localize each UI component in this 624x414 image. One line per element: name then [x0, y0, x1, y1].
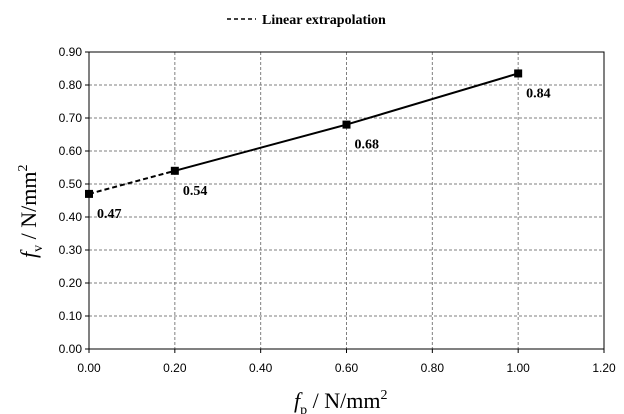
y-tick-label: 0.00 [59, 342, 83, 356]
x-tick-label: 0.80 [421, 361, 445, 375]
legend-label: Linear extrapolation [262, 13, 386, 28]
grid-layer [89, 52, 604, 349]
data-point-marker [85, 189, 93, 198]
y-axis-unit: / N/mm [16, 172, 41, 245]
x-axis-subscript: p [300, 403, 307, 414]
y-axis-symbol: f [16, 249, 41, 258]
y-axis-subscript: v [31, 245, 46, 252]
x-tick-label: 0.40 [249, 361, 273, 375]
x-tick-label: 1.20 [592, 361, 616, 375]
series-layer [85, 69, 523, 198]
y-tick-label: 0.40 [59, 210, 83, 224]
x-axis-unit-exponent: 2 [380, 388, 387, 403]
x-tick-label: 0.60 [335, 361, 359, 375]
y-tick-label: 0.80 [59, 78, 83, 92]
data-point-label: 0.84 [526, 86, 551, 101]
y-tick-label: 0.60 [59, 144, 83, 158]
data-point-label: 0.68 [355, 138, 380, 153]
x-axis-title: fp / N/mm2 [294, 388, 387, 414]
x-axis-unit: / N/mm [307, 388, 380, 413]
x-tick-label: 0.20 [163, 361, 187, 375]
legend: Linear extrapolation [227, 13, 386, 28]
y-tick-label: 0.50 [59, 177, 83, 191]
x-tick-label: 0.00 [77, 361, 101, 375]
y-tick-label: 0.70 [59, 111, 83, 125]
y-axis-title: fv / N/mm2 [16, 165, 46, 258]
x-axis-symbol: f [294, 388, 303, 413]
labels-layer: 0.47 0.54 0.68 0.84 [97, 86, 551, 221]
extrapolation-dashed-line [88, 169, 176, 195]
data-point-marker [170, 166, 179, 175]
data-point-label: 0.47 [97, 207, 122, 222]
y-axis-unit-exponent: 2 [16, 165, 31, 172]
data-point-label: 0.54 [183, 184, 208, 199]
ticks-layer: 0.00 0.20 0.40 0.60 0.80 1.00 1.20 0.00 0.10 0.20… [59, 45, 616, 375]
y-tick-label: 0.90 [59, 45, 83, 59]
y-tick-label: 0.30 [59, 243, 83, 257]
y-tick-label: 0.10 [59, 309, 83, 323]
data-point-marker [514, 69, 523, 78]
y-tick-label: 0.20 [59, 276, 83, 290]
x-tick-label: 1.00 [506, 361, 530, 375]
data-point-marker [342, 120, 351, 129]
